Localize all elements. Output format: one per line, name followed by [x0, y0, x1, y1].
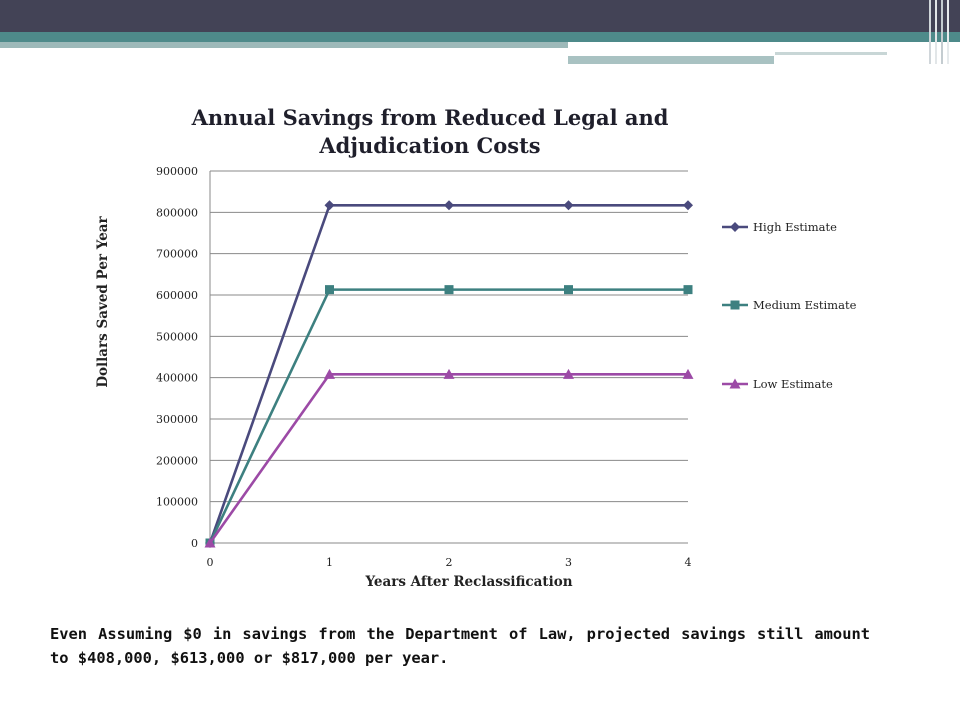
data-point-low-estimate [563, 368, 574, 379]
legend-label-low-estimate: Low Estimate [753, 377, 833, 391]
data-point-medium-estimate [444, 285, 454, 295]
y-tick-label: 700000 [156, 248, 198, 261]
data-point-medium-estimate [564, 285, 573, 295]
x-axis-label: Years After Reclassification [364, 574, 572, 590]
y-axis-label: Dollars Saved Per Year [95, 215, 111, 387]
legend-marker-low-estimate [729, 378, 741, 389]
x-tick-label: 2 [446, 556, 453, 569]
legend-label-medium-estimate: Medium Estimate [753, 298, 857, 312]
x-tick-label: 3 [565, 556, 572, 569]
legend-marker-medium-estimate [730, 300, 740, 310]
line-chart: 0 100000 200000 300000 400000 500000 600000 700… [95, 165, 857, 590]
y-tick-label: 900000 [156, 165, 198, 178]
y-tick-label: 600000 [156, 289, 198, 302]
data-point-low-estimate [443, 368, 455, 379]
y-tick-label: 300000 [156, 413, 198, 426]
y-tick-label: 0 [191, 537, 198, 550]
x-tick-label: 0 [207, 556, 214, 569]
x-tick-label: 1 [326, 556, 333, 569]
data-point-medium-estimate [683, 285, 693, 295]
legend-marker-high-estimate [730, 222, 740, 232]
data-point-low-estimate [324, 368, 335, 379]
teal-band [0, 32, 960, 42]
top-band [0, 0, 960, 32]
data-point-high-estimate [683, 200, 693, 211]
data-point-high-estimate [563, 200, 574, 211]
series-line-low-estimate [208, 373, 688, 544]
x-tick-label: 4 [685, 556, 692, 569]
data-point-low-estimate [204, 537, 216, 548]
accent-bar [0, 42, 568, 48]
accent-bar [568, 56, 774, 64]
y-tick-label: 400000 [156, 372, 198, 385]
y-tick-label: 100000 [156, 496, 198, 509]
data-point-high-estimate [324, 200, 335, 211]
data-point-low-estimate [682, 368, 694, 379]
y-tick-label: 200000 [156, 454, 198, 467]
corner-decoration [929, 0, 949, 64]
series-line-medium-estimate [208, 288, 688, 544]
accent-line [775, 52, 887, 55]
slide-caption: Even Assuming $0 in savings from the Dep… [50, 625, 870, 667]
y-tick-label: 500000 [156, 330, 198, 343]
data-point-medium-estimate [325, 285, 334, 295]
y-tick-label: 800000 [156, 206, 198, 219]
legend-label-high-estimate: High Estimate [753, 220, 837, 234]
chart-title: Annual Savings from Reduced Legal and Ad… [191, 105, 669, 158]
data-point-high-estimate [444, 200, 454, 211]
